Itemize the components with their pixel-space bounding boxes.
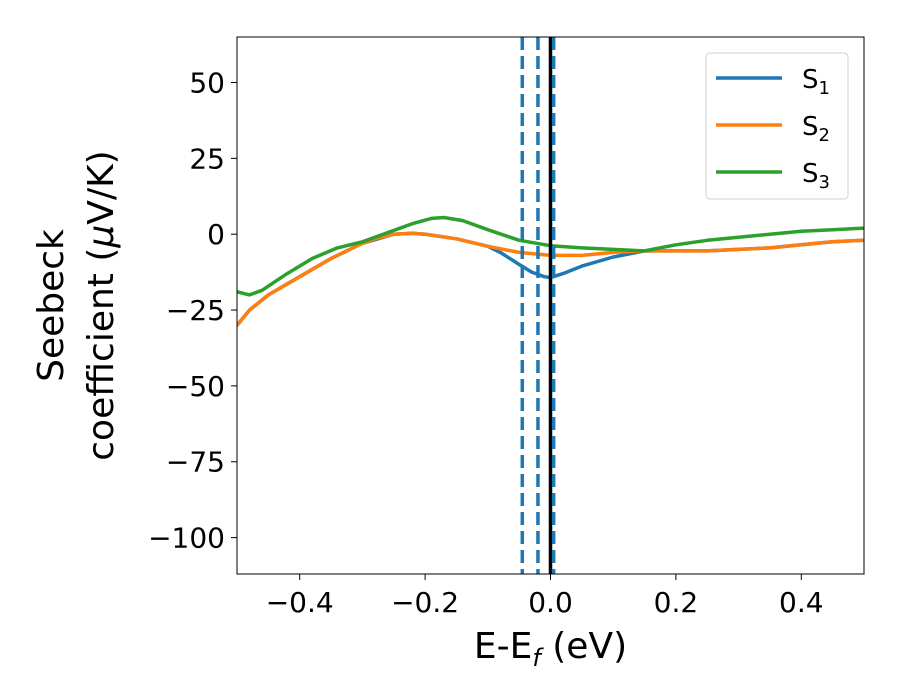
x-tick-label: 0.2 [654,586,699,619]
series-line-s2 [237,231,864,327]
x-tick-label: −0.2 [391,586,459,619]
legend-entry-label: S1 [802,65,830,99]
plot-area [237,215,864,327]
y-tick-label: −100 [148,522,225,555]
y-tick-label: −50 [166,370,225,403]
y-tick-label: 25 [189,142,225,175]
y-axis-ticks: 50 25 0 −25 −50 −75 −100 [148,67,237,555]
x-tick-label: 0.4 [779,586,824,619]
reference-lines [520,37,556,574]
series-line-s3 [237,215,864,297]
y-tick-label: −25 [166,294,225,327]
y-axis-label-line1: Seebeck [31,229,72,382]
x-axis-label: E-Ef (eV) [474,626,627,672]
legend-entry-label: S3 [802,159,830,193]
legend-entry-label: S2 [802,112,830,146]
x-axis-ticks: −0.4 −0.2 0.0 0.2 0.4 [266,574,824,619]
y-tick-label: 50 [189,67,225,100]
y-tick-label: 0 [207,218,225,251]
x-tick-label: −0.4 [266,586,334,619]
axes-frame [236,36,865,575]
y-axis-label: Seebeck coefficient (μV/K) [31,150,122,460]
legend: S1 S2 S3 [705,52,849,200]
y-axis-label-line2: coefficient (μV/K) [81,150,122,460]
x-tick-label: 0.0 [528,586,573,619]
y-tick-label: −75 [166,446,225,479]
